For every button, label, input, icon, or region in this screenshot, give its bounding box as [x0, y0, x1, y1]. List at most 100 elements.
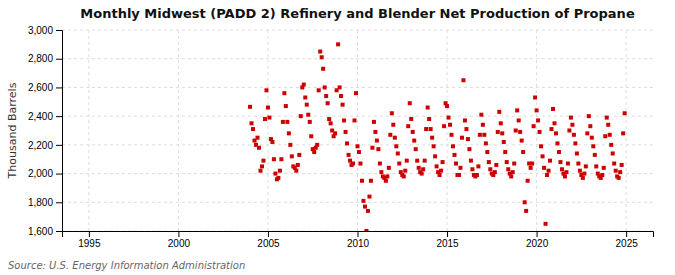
point [478, 133, 482, 137]
plot-area [248, 42, 627, 231]
point [448, 123, 452, 127]
point [302, 83, 306, 87]
y-axis-title: Thousand Barrels [6, 82, 19, 179]
point [611, 151, 615, 155]
point [515, 108, 519, 112]
point [487, 160, 491, 164]
point [514, 129, 518, 133]
point [569, 116, 573, 120]
point [608, 133, 612, 137]
point [309, 134, 313, 138]
point [390, 111, 394, 115]
point [372, 120, 376, 124]
point [256, 136, 260, 140]
point [438, 173, 442, 177]
point [373, 130, 377, 134]
point [320, 55, 324, 59]
point [535, 108, 539, 112]
point [403, 169, 407, 173]
tick-label: 2,600 [28, 82, 53, 93]
point [356, 144, 360, 148]
point [360, 179, 364, 183]
tick-mark [56, 116, 62, 117]
point [476, 164, 480, 168]
point [375, 139, 379, 143]
point [288, 143, 292, 147]
point [520, 139, 524, 143]
point [347, 153, 351, 157]
point [306, 113, 310, 117]
tick-mark [447, 231, 448, 237]
point [341, 103, 345, 107]
point [364, 229, 368, 231]
point [538, 130, 542, 134]
point [600, 173, 604, 177]
point [533, 95, 537, 99]
point [278, 169, 282, 173]
point [523, 200, 527, 204]
point [305, 103, 309, 107]
tick-mark [537, 231, 538, 237]
point [384, 179, 388, 183]
axis-line [63, 232, 654, 238]
point [570, 123, 574, 127]
point [500, 131, 504, 135]
point [457, 173, 461, 177]
grid [62, 30, 653, 231]
point [323, 85, 327, 89]
tick-mark [56, 231, 62, 232]
tick: 2015 [436, 231, 459, 249]
grid-line [62, 202, 653, 203]
point [526, 179, 530, 183]
point [327, 117, 331, 121]
point [553, 121, 557, 125]
grid-line [178, 30, 179, 231]
point [450, 133, 454, 137]
point [402, 174, 406, 178]
tick: 2,400 [28, 111, 62, 122]
point [396, 151, 400, 155]
point [317, 88, 321, 92]
point [576, 162, 580, 166]
point [469, 159, 473, 163]
point [502, 140, 506, 144]
point [572, 133, 576, 137]
tick-label: 1,800 [28, 197, 53, 208]
grid-line [536, 30, 537, 231]
point [394, 144, 398, 148]
point [554, 131, 558, 135]
point [497, 110, 501, 114]
tick-label: 2,200 [28, 140, 53, 151]
point [542, 166, 546, 170]
point [430, 136, 434, 140]
point [411, 130, 415, 134]
tick-mark [56, 87, 62, 88]
point [506, 167, 510, 171]
point [339, 94, 343, 98]
point [432, 144, 436, 148]
point [251, 127, 255, 131]
point [378, 162, 382, 166]
point [588, 124, 592, 128]
point [367, 195, 371, 199]
tick-label: 2015 [436, 238, 459, 249]
point [618, 170, 622, 174]
point [281, 120, 285, 124]
point [466, 137, 470, 141]
tick-mark [89, 231, 90, 237]
point [357, 150, 361, 154]
grid-line [62, 30, 653, 31]
point [270, 140, 274, 144]
tick: 1,800 [28, 197, 62, 208]
point [564, 170, 568, 174]
grid-line [62, 87, 653, 88]
point [408, 101, 412, 105]
point [260, 164, 264, 168]
point [261, 159, 265, 163]
point [279, 157, 283, 161]
point [451, 144, 455, 148]
point [406, 124, 410, 128]
point [257, 146, 261, 150]
tick: 2,000 [28, 168, 62, 179]
tick-label: 2,400 [28, 111, 53, 122]
